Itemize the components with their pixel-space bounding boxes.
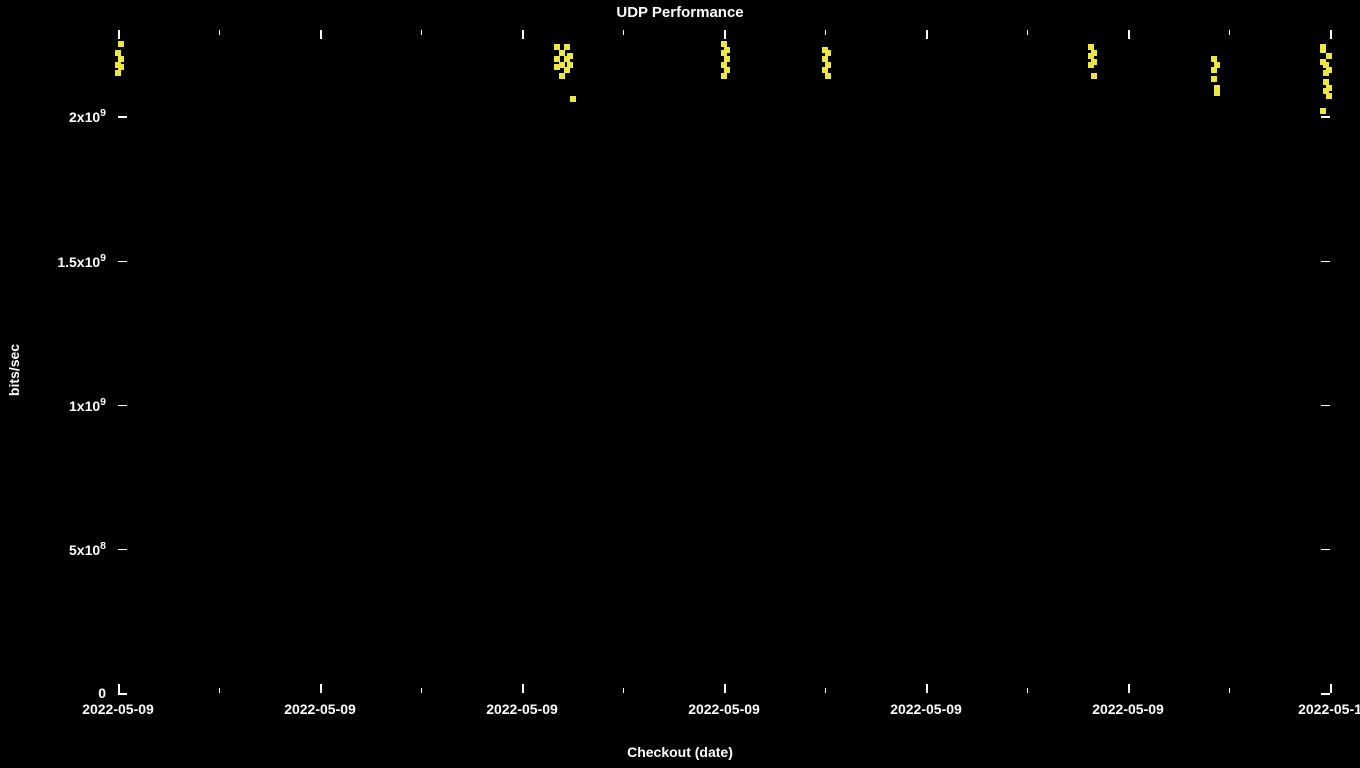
x-tick-label: 2022-05-09 <box>82 701 154 717</box>
data-point <box>567 62 573 68</box>
data-point <box>1091 73 1097 79</box>
data-point <box>1326 93 1332 99</box>
y-tick <box>1321 116 1330 118</box>
data-point <box>1211 76 1217 82</box>
plot-area: 05x1081x1091.5x1092x1092022-05-092022-05… <box>118 30 1330 693</box>
data-point <box>1326 85 1332 91</box>
x-minor-tick <box>825 688 826 693</box>
x-tick <box>522 684 524 693</box>
x-tick <box>1330 684 1332 693</box>
x-minor-tick <box>623 30 624 35</box>
data-point <box>724 67 730 73</box>
x-tick <box>926 684 928 693</box>
y-tick <box>118 116 127 118</box>
data-point <box>721 73 727 79</box>
y-tick <box>118 261 127 263</box>
data-point <box>724 56 730 62</box>
y-tick <box>1321 693 1330 695</box>
data-point <box>115 70 121 76</box>
chart-title: UDP Performance <box>0 4 1360 21</box>
x-minor-tick <box>1027 688 1028 693</box>
x-minor-tick <box>219 30 220 35</box>
x-tick-label: 2022-05-09 <box>890 701 962 717</box>
data-point <box>564 44 570 50</box>
y-tick <box>118 405 127 407</box>
data-point <box>1211 67 1217 73</box>
y-tick <box>118 693 127 695</box>
data-point <box>724 47 730 53</box>
data-point <box>559 73 565 79</box>
x-tick-label: 2022-05-09 <box>486 701 558 717</box>
y-tick <box>1321 405 1330 407</box>
y-tick-label: 2x109 <box>0 108 106 126</box>
x-minor-tick <box>421 688 422 693</box>
x-tick-label: 2022-05-1 <box>1298 701 1360 717</box>
y-tick <box>1321 261 1330 263</box>
x-tick <box>522 30 524 39</box>
data-point <box>1091 59 1097 65</box>
x-minor-tick <box>421 30 422 35</box>
x-minor-tick <box>825 30 826 35</box>
data-point <box>564 67 570 73</box>
y-tick <box>118 549 127 551</box>
data-point <box>1214 90 1220 96</box>
x-axis-label: Checkout (date) <box>0 744 1360 760</box>
x-tick-label: 2022-05-09 <box>688 701 760 717</box>
data-point <box>1214 62 1220 68</box>
x-tick-label: 2022-05-09 <box>284 701 356 717</box>
x-tick <box>320 30 322 39</box>
data-point <box>1326 67 1332 73</box>
data-point <box>1326 53 1332 59</box>
data-point <box>1320 108 1326 114</box>
x-tick <box>1128 684 1130 693</box>
y-tick-label: 0 <box>0 685 106 701</box>
x-minor-tick <box>1229 30 1230 35</box>
x-tick <box>118 684 120 693</box>
y-tick-label: 5x108 <box>0 540 106 558</box>
data-point <box>118 64 124 70</box>
data-point <box>1091 50 1097 56</box>
data-point <box>118 56 124 62</box>
x-tick <box>1330 30 1332 39</box>
x-minor-tick <box>219 688 220 693</box>
x-tick <box>320 684 322 693</box>
x-tick <box>724 30 726 39</box>
x-minor-tick <box>623 688 624 693</box>
data-point <box>570 96 576 102</box>
data-point <box>567 53 573 59</box>
x-tick <box>1128 30 1130 39</box>
data-point <box>825 50 831 56</box>
y-tick-label: 1x109 <box>0 396 106 414</box>
y-tick-label: 1.5x109 <box>0 252 106 270</box>
data-point <box>1320 44 1326 50</box>
data-point <box>825 62 831 68</box>
x-tick <box>724 684 726 693</box>
x-minor-tick <box>1229 688 1230 693</box>
data-point <box>825 73 831 79</box>
x-tick-label: 2022-05-09 <box>1092 701 1164 717</box>
udp-performance-chart: UDP Performance bits/sec Checkout (date)… <box>0 0 1360 768</box>
x-tick <box>118 30 120 39</box>
y-tick <box>1321 549 1330 551</box>
y-axis-label: bits/sec <box>6 343 22 395</box>
data-point <box>118 41 124 47</box>
x-tick <box>926 30 928 39</box>
x-minor-tick <box>1027 30 1028 35</box>
